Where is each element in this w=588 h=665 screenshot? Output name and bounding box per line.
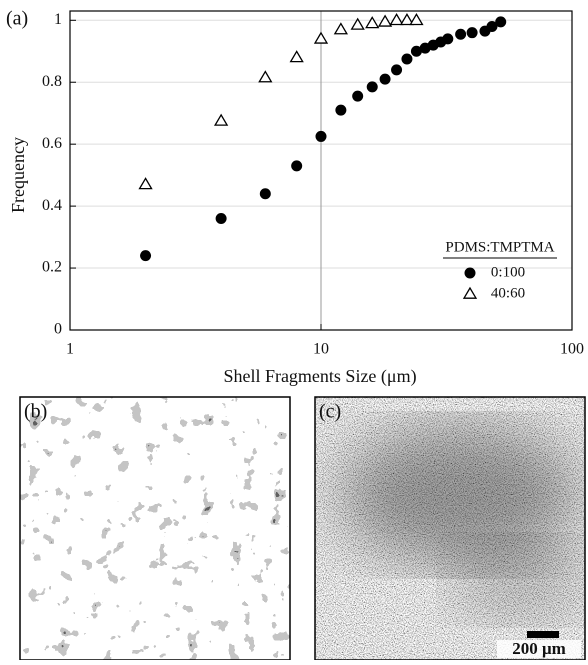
point: [138, 177, 153, 190]
micrograph-b: (b): [19, 396, 291, 661]
legend-label: 0:100: [491, 264, 525, 280]
point: [259, 188, 271, 200]
point: [140, 250, 152, 262]
point: [291, 160, 303, 172]
point: [352, 90, 364, 102]
point: [409, 13, 424, 26]
point: [215, 213, 227, 225]
point: [315, 130, 327, 142]
point: [495, 16, 507, 28]
y-tick-label: 1: [54, 11, 62, 28]
shading: [340, 425, 585, 620]
point: [455, 28, 467, 40]
legend-title: PDMS:TMPTMA: [445, 239, 554, 255]
plot-frame: [69, 10, 573, 331]
y-tick-label: 0.2: [42, 259, 62, 276]
y-tick-label: 0: [54, 321, 62, 338]
x-tick-label: 1: [66, 341, 74, 358]
point: [401, 53, 413, 65]
point: [486, 20, 498, 32]
scale-bar-backdrop: [497, 640, 581, 658]
y-tick-label: 0.6: [42, 135, 62, 152]
point: [389, 13, 404, 26]
point: [289, 50, 304, 63]
point: [366, 81, 378, 93]
y-tick-label: 0.4: [42, 197, 62, 214]
point: [466, 27, 478, 39]
point: [391, 64, 403, 76]
point: [350, 17, 365, 30]
point: [335, 104, 347, 116]
legend-marker: [464, 267, 476, 279]
scale-bar-label: 200 μm: [512, 639, 566, 658]
point: [379, 73, 391, 85]
panel-label: (c): [319, 401, 341, 423]
point: [213, 113, 229, 126]
point: [442, 33, 454, 45]
point: [333, 22, 349, 35]
point: [365, 16, 380, 29]
scale-bar: [527, 631, 559, 638]
legend-marker: [462, 286, 478, 299]
x-axis-title: Shell Fragments Size (μm): [223, 366, 416, 387]
chart: (a) Shell Fragments Size (μm) Frequency …: [6, 8, 584, 388]
legend-label: 40:60: [491, 285, 525, 301]
point: [377, 14, 393, 27]
panel-label: (b): [24, 401, 47, 423]
image: [20, 397, 290, 660]
y-tick-label: 0.8: [42, 73, 62, 90]
point: [258, 70, 273, 83]
y-axis-title: Frequency: [8, 137, 28, 213]
panel-label: (a): [6, 8, 28, 30]
point: [313, 31, 329, 44]
point: [399, 13, 415, 26]
micrograph-c: (c) 200 μm: [314, 396, 586, 661]
x-tick-label: 10: [313, 341, 329, 358]
x-tick-label: 100: [560, 341, 584, 358]
